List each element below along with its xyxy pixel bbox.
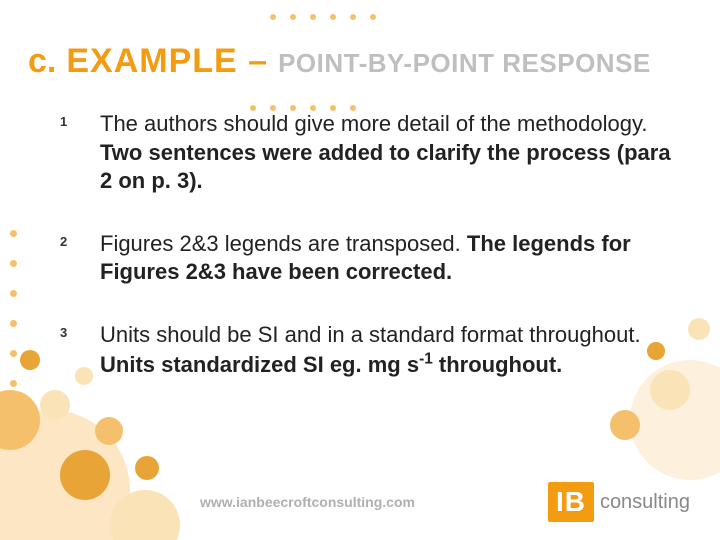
list-item: 1 The authors should give more detail of…: [60, 110, 680, 196]
item-plain: Units should be SI and in a standard for…: [100, 322, 641, 347]
item-bold: Units standardized SI eg. mg s-1 through…: [100, 352, 562, 377]
item-number: 1: [60, 110, 100, 129]
item-text: Figures 2&3 legends are transposed. The …: [100, 230, 680, 287]
title-sub: POINT-BY-POINT RESPONSE: [278, 48, 651, 79]
list-item: 3 Units should be SI and in a standard f…: [60, 321, 680, 380]
logo: IB consulting: [548, 482, 690, 522]
title-main: EXAMPLE –: [66, 42, 268, 81]
item-bold: Two sentences were added to clarify the …: [100, 140, 671, 194]
title-prefix: c.: [28, 42, 56, 81]
footer-url: www.ianbeecroftconsulting.com: [200, 494, 415, 510]
item-plain: The authors should give more detail of t…: [100, 111, 647, 136]
list-item: 2 Figures 2&3 legends are transposed. Th…: [60, 230, 680, 287]
item-number: 2: [60, 230, 100, 249]
item-text: Units should be SI and in a standard for…: [100, 321, 680, 380]
item-number: 3: [60, 321, 100, 340]
footer: www.ianbeecroftconsulting.com IB consult…: [0, 482, 720, 522]
logo-box: IB: [548, 482, 594, 522]
slide-title: c. EXAMPLE – POINT-BY-POINT RESPONSE: [28, 42, 651, 81]
content-list: 1 The authors should give more detail of…: [60, 110, 680, 413]
item-text: The authors should give more detail of t…: [100, 110, 680, 196]
logo-text: consulting: [600, 491, 690, 514]
item-plain: Figures 2&3 legends are transposed.: [100, 231, 467, 256]
